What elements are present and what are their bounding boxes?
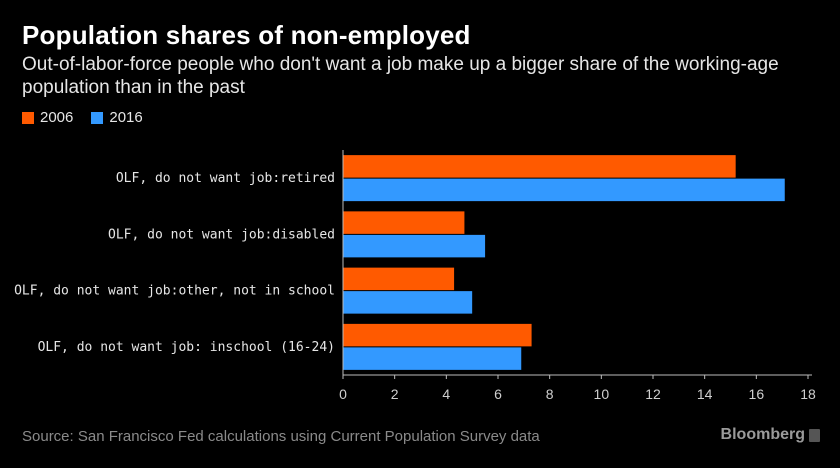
- bar-2016-3: [343, 347, 522, 370]
- x-tick-label-1: 2: [391, 386, 399, 402]
- brand-badge-icon: [809, 428, 820, 442]
- category-label-2: OLF, do not want job:other, not in schoo…: [14, 284, 335, 299]
- x-tick-label-8: 16: [749, 386, 765, 402]
- bar-2006-3: [343, 323, 532, 347]
- x-tick-label-7: 14: [697, 386, 713, 402]
- x-tick-label-3: 6: [494, 386, 502, 402]
- category-label-1: OLF, do not want job:disabled: [108, 227, 335, 242]
- bar-2016-2: [343, 291, 473, 314]
- legend-item-2016: 2016: [91, 109, 143, 126]
- legend-label-2016: 2016: [109, 109, 143, 126]
- x-tick-label-0: 0: [339, 386, 347, 402]
- x-tick-label-4: 8: [546, 386, 554, 402]
- legend: 2006 2016: [22, 109, 161, 126]
- category-label-0: OLF, do not want job:retired: [116, 171, 335, 186]
- brand-logo: Bloomberg: [721, 426, 820, 444]
- x-tick-label-9: 18: [800, 386, 816, 402]
- legend-item-2006: 2006: [22, 109, 73, 126]
- bar-2006-0: [343, 155, 736, 178]
- category-label-3: OLF, do not want job: inschool (16-24): [38, 340, 335, 355]
- x-tick-label-6: 12: [645, 386, 661, 402]
- legend-swatch-2006: [22, 111, 34, 124]
- bar-2016-1: [343, 234, 486, 258]
- chart-subtitle: Out-of-labor-force people who don't want…: [22, 54, 779, 98]
- legend-label-2006: 2006: [40, 109, 74, 126]
- legend-swatch-2016: [91, 111, 104, 124]
- source-note: Source: San Francisco Fed calculations u…: [22, 428, 540, 445]
- brand-name: Bloomberg: [720, 426, 805, 443]
- chart-title: Population shares of non-employed: [22, 20, 471, 50]
- bar-2016-0: [343, 178, 785, 202]
- x-tick-label-2: 4: [442, 386, 450, 402]
- bar-2006-1: [343, 211, 465, 234]
- bar-2006-2: [343, 267, 455, 291]
- x-tick-label-5: 10: [594, 386, 610, 402]
